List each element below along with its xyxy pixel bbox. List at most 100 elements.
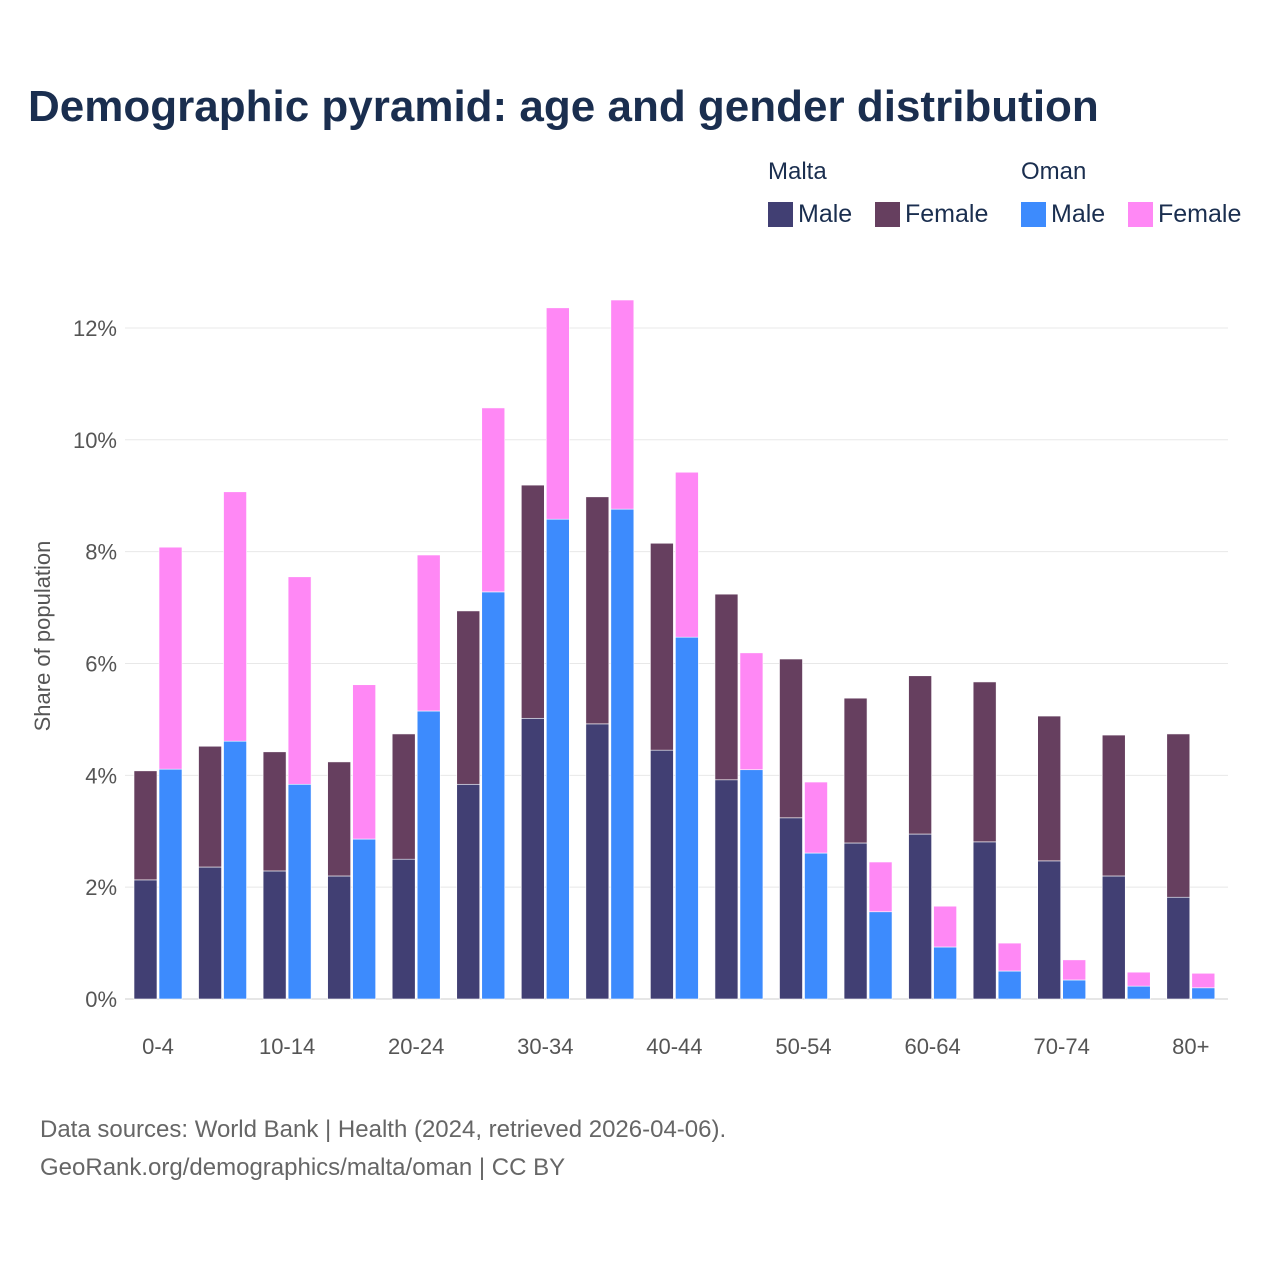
legend-swatch xyxy=(768,202,793,227)
y-tick-label: 12% xyxy=(73,316,117,341)
bar-oman-male xyxy=(481,591,506,1000)
x-tick-label: 70-74 xyxy=(1034,1034,1090,1059)
legend-label: Female xyxy=(1158,200,1242,228)
bar-malta-male xyxy=(843,842,868,1000)
bar-oman-female xyxy=(610,299,635,510)
bar-malta-female xyxy=(779,658,803,819)
source-link[interactable]: GeoRank.org/demographics/malta/oman | CC… xyxy=(40,1154,566,1181)
bar-oman-female xyxy=(1191,972,1216,989)
bar-malta-male xyxy=(1166,896,1191,1000)
bar-oman-male xyxy=(933,946,957,1000)
bar-oman-female xyxy=(1062,959,1086,981)
source-text: Data sources: World Bank | Health (2024,… xyxy=(40,1116,727,1143)
y-axis-label: Share of population xyxy=(30,541,55,732)
x-tick-label: 50-54 xyxy=(775,1034,831,1059)
bar-malta-male xyxy=(391,858,416,1000)
bar-malta-male xyxy=(262,870,287,1000)
bar-malta-male xyxy=(198,866,222,1000)
bar-oman-female xyxy=(804,781,828,854)
bar-oman-male xyxy=(352,838,376,1000)
chart-title: Demographic pyramid: age and gender dist… xyxy=(28,82,1099,131)
bar-oman-male xyxy=(158,768,183,1000)
bar-malta-male xyxy=(714,779,739,1000)
y-tick-label: 8% xyxy=(85,540,117,565)
bar-malta-male xyxy=(650,749,674,1000)
y-tick-label: 4% xyxy=(85,763,117,788)
bar-oman-female xyxy=(933,905,957,948)
y-tick-label: 10% xyxy=(73,428,117,453)
legend-malta-male[interactable]: Male xyxy=(768,200,852,229)
legend-malta-female[interactable]: Female xyxy=(875,200,988,229)
bar-oman-male xyxy=(610,508,635,1000)
bar-malta-male xyxy=(779,817,803,1000)
bar-malta-female xyxy=(972,681,997,843)
bar-malta-female xyxy=(585,496,610,725)
bar-malta-female xyxy=(520,484,545,719)
bar-oman-female xyxy=(997,942,1022,972)
bar-malta-female xyxy=(262,751,287,872)
x-tick-label: 80+ xyxy=(1172,1034,1209,1059)
bar-malta-male xyxy=(972,841,997,1000)
bar-malta-female xyxy=(650,542,674,751)
x-tick-label: 30-34 xyxy=(517,1034,573,1059)
bar-malta-female xyxy=(1101,734,1126,877)
bar-oman-female xyxy=(545,307,570,520)
legend-oman-male[interactable]: Male xyxy=(1021,200,1105,229)
bar-oman-female xyxy=(223,491,247,742)
bar-oman-female xyxy=(287,576,312,785)
y-tick-label: 2% xyxy=(85,875,117,900)
bar-oman-female xyxy=(675,471,699,638)
legend-group-oman: Oman xyxy=(1021,158,1087,185)
bar-malta-male xyxy=(1101,875,1126,1000)
x-tick-label: 60-64 xyxy=(904,1034,960,1059)
bar-malta-female xyxy=(327,761,351,877)
x-tick-label: 0-4 xyxy=(142,1034,174,1059)
bar-oman-male xyxy=(223,740,247,1000)
bar-oman-male xyxy=(1191,987,1216,1000)
bar-oman-male xyxy=(545,518,570,1000)
bar-malta-female xyxy=(198,745,222,868)
y-tick-label: 6% xyxy=(85,651,117,676)
bar-oman-male xyxy=(675,636,699,1000)
bar-oman-male xyxy=(804,852,828,1000)
legend-swatch xyxy=(1128,202,1153,227)
legend-oman-female[interactable]: Female xyxy=(1128,200,1241,229)
bar-malta-male xyxy=(585,723,610,1000)
legend-swatch xyxy=(875,202,900,227)
bar-oman-female xyxy=(416,554,441,712)
bar-malta-female xyxy=(714,593,739,781)
bar-malta-female xyxy=(391,733,416,860)
y-tick-label: 0% xyxy=(85,987,117,1012)
bar-malta-male xyxy=(1037,860,1061,1000)
bar-oman-female xyxy=(158,546,183,770)
bar-oman-male xyxy=(287,783,312,1000)
bar-malta-male xyxy=(456,783,481,1000)
bar-oman-female xyxy=(868,861,893,913)
legend-label: Female xyxy=(905,200,989,228)
bar-oman-male xyxy=(739,769,764,1000)
bar-malta-female xyxy=(908,675,932,835)
bar-oman-female xyxy=(352,684,376,840)
bar-malta-male xyxy=(908,833,932,1000)
bar-oman-female xyxy=(1126,971,1151,987)
legend-label: Male xyxy=(1051,200,1106,228)
bar-oman-male xyxy=(1062,979,1086,1000)
bar-oman-male xyxy=(416,710,441,1000)
bar-oman-male xyxy=(868,911,893,1000)
bar-oman-male xyxy=(1126,985,1151,1000)
legend-label: Male xyxy=(798,200,853,228)
x-tick-label: 10-14 xyxy=(259,1034,315,1059)
x-tick-label: 40-44 xyxy=(646,1034,702,1059)
x-tick-label: 20-24 xyxy=(388,1034,444,1059)
bar-malta-male xyxy=(133,879,158,1000)
bar-malta-male xyxy=(327,875,351,1000)
legend-swatch xyxy=(1021,202,1046,227)
bar-malta-female xyxy=(1166,733,1191,898)
bar-malta-male xyxy=(520,717,545,1000)
bar-malta-female xyxy=(456,610,481,785)
bar-malta-female xyxy=(1037,715,1061,862)
bar-oman-male xyxy=(997,970,1022,1000)
bar-malta-female xyxy=(133,770,158,881)
bar-malta-female xyxy=(843,697,868,844)
